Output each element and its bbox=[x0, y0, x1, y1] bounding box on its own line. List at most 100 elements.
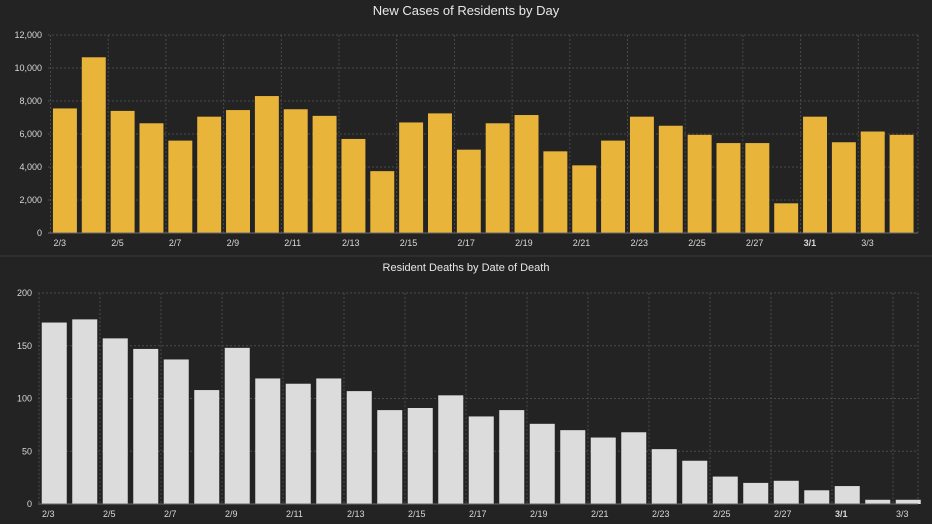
bar[interactable] bbox=[346, 391, 372, 504]
x-tick-label: 2/17 bbox=[457, 238, 475, 248]
bar[interactable] bbox=[285, 383, 311, 504]
y-tick-label: 0 bbox=[27, 499, 32, 509]
y-tick-label: 4,000 bbox=[19, 162, 42, 172]
bar[interactable] bbox=[895, 499, 921, 504]
bar[interactable] bbox=[312, 115, 337, 233]
bar[interactable] bbox=[428, 113, 452, 233]
bar[interactable] bbox=[438, 395, 464, 504]
x-tick-label: 2/9 bbox=[225, 509, 238, 519]
bar[interactable] bbox=[194, 390, 220, 504]
bar[interactable] bbox=[774, 203, 799, 233]
bar[interactable] bbox=[254, 96, 279, 233]
bar[interactable] bbox=[889, 134, 914, 233]
x-tick-label: 2/21 bbox=[573, 238, 591, 248]
x-tick-label: 2/17 bbox=[469, 509, 487, 519]
bar[interactable] bbox=[773, 480, 799, 504]
x-tick-label: 2/25 bbox=[688, 238, 706, 248]
bar[interactable] bbox=[255, 378, 281, 504]
bar[interactable] bbox=[712, 476, 738, 504]
bar[interactable] bbox=[499, 410, 525, 504]
bar[interactable] bbox=[81, 57, 106, 234]
bar[interactable] bbox=[133, 348, 159, 504]
bar[interactable] bbox=[860, 131, 885, 233]
y-tick-label: 0 bbox=[37, 228, 42, 238]
x-tick-label: 2/25 bbox=[713, 509, 731, 519]
x-tick-label: 2/19 bbox=[515, 238, 533, 248]
x-tick-label: 2/7 bbox=[164, 509, 177, 519]
y-tick-label: 50 bbox=[22, 446, 32, 456]
y-tick-label: 12,000 bbox=[14, 30, 42, 40]
bar[interactable] bbox=[52, 108, 77, 233]
x-tick-label: 2/13 bbox=[347, 509, 365, 519]
x-tick-label: 2/23 bbox=[652, 509, 670, 519]
bar[interactable] bbox=[590, 437, 616, 504]
bar[interactable] bbox=[745, 143, 770, 233]
x-tick-label: 2/11 bbox=[284, 238, 301, 248]
bar[interactable] bbox=[485, 123, 510, 233]
bar[interactable] bbox=[468, 416, 494, 504]
bar[interactable] bbox=[163, 359, 189, 504]
x-tick-label: 2/9 bbox=[227, 238, 240, 248]
bar[interactable] bbox=[377, 410, 403, 504]
y-tick-label: 150 bbox=[17, 341, 32, 351]
bar[interactable] bbox=[456, 149, 481, 233]
bar[interactable] bbox=[834, 486, 860, 504]
bar[interactable] bbox=[572, 165, 597, 233]
bar[interactable] bbox=[102, 338, 128, 504]
bar[interactable] bbox=[629, 116, 654, 233]
bar[interactable] bbox=[514, 115, 539, 233]
bar[interactable] bbox=[224, 347, 250, 504]
bar[interactable] bbox=[803, 116, 827, 233]
bar[interactable] bbox=[804, 490, 830, 504]
bar[interactable] bbox=[831, 142, 856, 233]
x-tick-label: 2/15 bbox=[408, 509, 426, 519]
bar[interactable] bbox=[682, 460, 708, 504]
x-tick-label: 2/27 bbox=[746, 238, 764, 248]
bar[interactable] bbox=[560, 430, 586, 504]
bar[interactable] bbox=[543, 151, 568, 233]
bar[interactable] bbox=[529, 423, 555, 504]
x-tick-label: 3/1 bbox=[835, 509, 848, 519]
x-tick-label: 3/1 bbox=[804, 238, 817, 248]
chart-title: New Cases of Residents by Day bbox=[373, 3, 560, 18]
bar[interactable] bbox=[197, 116, 222, 233]
x-tick-label: 2/5 bbox=[103, 509, 116, 519]
x-tick-label: 3/3 bbox=[896, 509, 909, 519]
bar[interactable] bbox=[41, 322, 67, 504]
x-tick-label: 2/15 bbox=[400, 238, 418, 248]
bar[interactable] bbox=[601, 140, 626, 233]
x-tick-label: 2/23 bbox=[631, 238, 649, 248]
chart-title: Resident Deaths by Date of Death bbox=[383, 262, 550, 274]
x-tick-label: 2/5 bbox=[111, 238, 124, 248]
bar[interactable] bbox=[399, 122, 424, 233]
bar[interactable] bbox=[865, 499, 891, 504]
y-tick-label: 2,000 bbox=[19, 195, 42, 205]
bar[interactable] bbox=[407, 407, 433, 504]
bar[interactable] bbox=[72, 319, 98, 504]
bar[interactable] bbox=[110, 110, 135, 233]
bar[interactable] bbox=[716, 143, 741, 233]
bar[interactable] bbox=[658, 125, 683, 233]
bar[interactable] bbox=[687, 134, 712, 233]
bar[interactable] bbox=[621, 432, 647, 504]
x-tick-label: 2/3 bbox=[54, 238, 67, 248]
y-tick-label: 8,000 bbox=[19, 96, 42, 106]
bar[interactable] bbox=[370, 171, 395, 233]
bar[interactable] bbox=[139, 123, 164, 233]
x-tick-label: 2/19 bbox=[530, 509, 548, 519]
bar[interactable] bbox=[651, 449, 677, 504]
y-tick-label: 200 bbox=[17, 288, 32, 298]
bar[interactable] bbox=[341, 138, 366, 233]
bar[interactable] bbox=[226, 110, 250, 233]
y-tick-label: 10,000 bbox=[14, 63, 42, 73]
x-tick-label: 2/27 bbox=[774, 509, 792, 519]
x-tick-label: 2/21 bbox=[591, 509, 609, 519]
x-tick-label: 2/13 bbox=[342, 238, 360, 248]
bar[interactable] bbox=[283, 109, 308, 233]
bar[interactable] bbox=[743, 482, 769, 504]
x-tick-label: 2/3 bbox=[42, 509, 55, 519]
bar[interactable] bbox=[168, 140, 193, 233]
bar[interactable] bbox=[316, 378, 342, 504]
